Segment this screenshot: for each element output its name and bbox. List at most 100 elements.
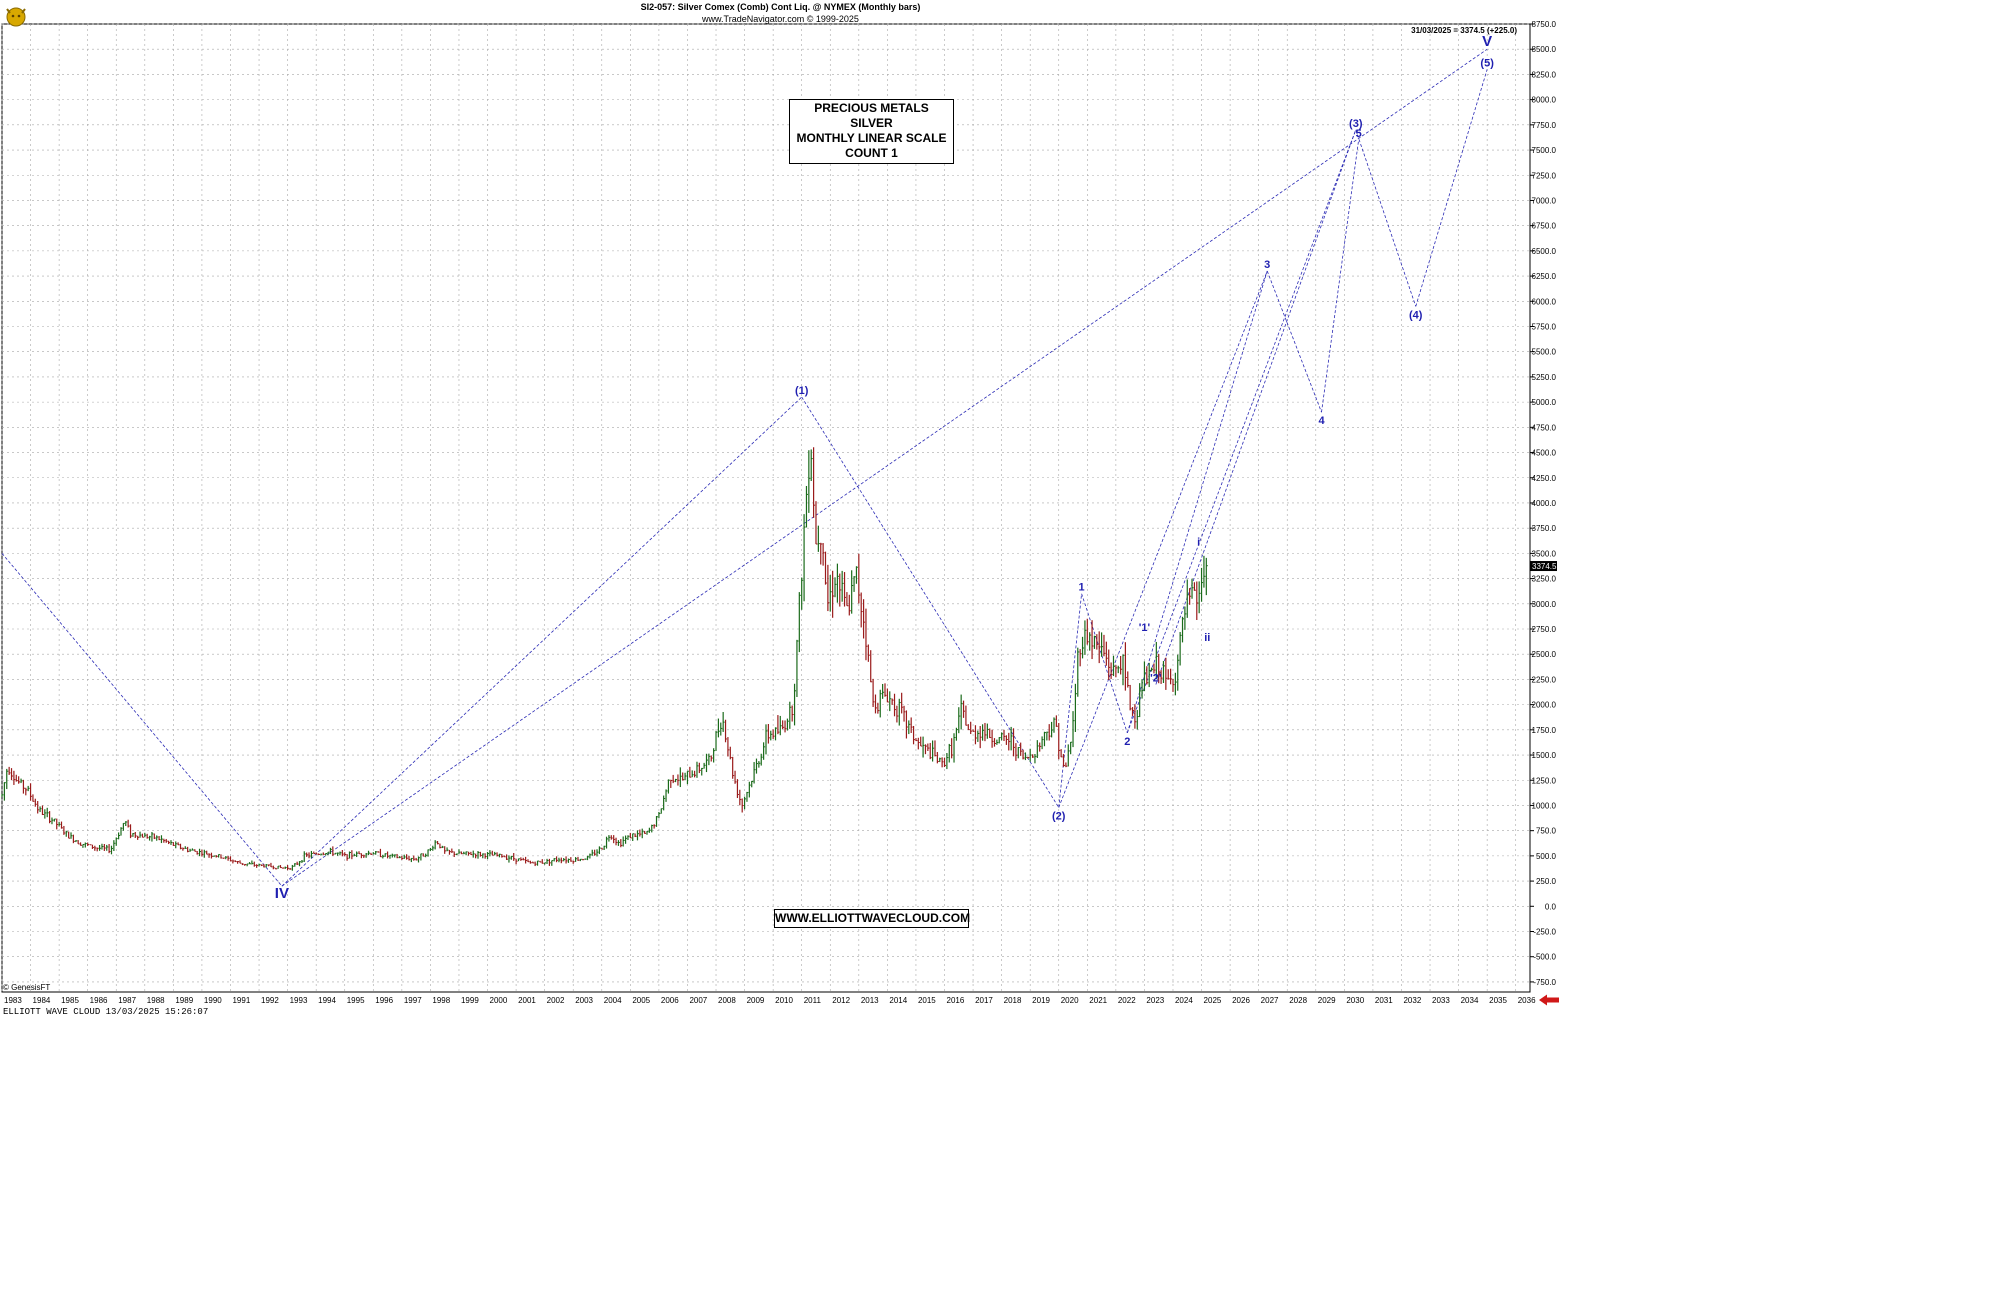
x-tick-label: 2012 [832,996,850,1005]
y-tick-label: -750.0 [1533,978,1556,987]
x-tick-label: 2036 [1518,996,1536,1005]
y-tick-label: 6500.0 [1532,247,1557,256]
x-tick-label: 2027 [1261,996,1279,1005]
wave-label: (3) [1349,118,1363,130]
x-tick-label: 2016 [947,996,965,1005]
last-price-readout: 31/03/2025 = 3374.5 (+225.0) [1411,26,1517,35]
y-tick-label: 2000.0 [1532,701,1557,710]
x-tick-label: 1991 [232,996,250,1005]
y-tick-label: 3500.0 [1532,549,1557,558]
y-tick-label: 5250.0 [1532,373,1557,382]
wave-line [1126,129,1357,734]
y-tick-label: 500.0 [1536,852,1557,861]
x-tick-label: 1994 [318,996,336,1005]
x-tick-label: 1993 [290,996,308,1005]
x-tick-label: 2024 [1175,996,1193,1005]
genesis-watermark: © GenesisFT [3,983,51,992]
x-tick-label: 1987 [118,996,136,1005]
x-tick-label: 2029 [1318,996,1336,1005]
x-tick-label: 2020 [1061,996,1079,1005]
x-tick-label: 2031 [1375,996,1393,1005]
y-tick-label: 1250.0 [1532,776,1557,785]
y-tick-label: 3250.0 [1532,575,1557,584]
x-tick-label: 1988 [147,996,165,1005]
x-tick-label: 1996 [375,996,393,1005]
x-tick-label: 2008 [718,996,736,1005]
x-tick-label: 1986 [90,996,108,1005]
wave-line [1081,593,1128,733]
wave-label: 2 [1124,736,1130,748]
wave-label: (1) [795,385,809,397]
y-tick-label: 5500.0 [1532,348,1557,357]
y-tick-label: 2250.0 [1532,675,1557,684]
wave-label: IV [275,885,289,902]
x-tick-label: 1983 [4,996,22,1005]
wave-label: '1' [1139,622,1151,634]
footer-stamp: ELLIOTT WAVE CLOUD 13/03/2025 15:26:07 [3,1007,209,1017]
x-tick-label: 2011 [804,996,822,1005]
y-tick-label: 250.0 [1536,877,1557,886]
y-tick-label: 5000.0 [1532,398,1557,407]
y-tick-label: 2500.0 [1532,650,1557,659]
wave-line [281,396,802,887]
y-tick-label: -500.0 [1533,953,1556,962]
chart-subtitle: www.TradeNavigator.com © 1999-2025 [702,14,859,24]
wave-line [1058,593,1082,808]
price-tag-label: 3374.5 [1532,562,1557,571]
x-tick-label: 2000 [490,996,508,1005]
x-tick-label: 1999 [461,996,479,1005]
y-tick-label: 1500.0 [1532,751,1557,760]
y-tick-label: 8750.0 [1532,20,1557,29]
x-tick-label: 1984 [33,996,51,1005]
website-box: WWW.ELLIOTTWAVECLOUD.COM [774,909,970,928]
y-tick-label: 1750.0 [1532,726,1557,735]
x-tick-label: 2010 [775,996,793,1005]
x-tick-label: 1995 [347,996,365,1005]
wave-label: V [1482,33,1492,50]
x-tick-label: 2002 [547,996,565,1005]
y-tick-label: 4750.0 [1532,423,1557,432]
x-tick-label: 2021 [1089,996,1107,1005]
y-tick-label: 7250.0 [1532,171,1557,180]
wave-line [1126,270,1268,733]
x-tick-label: 1989 [175,996,193,1005]
x-tick-label: 2003 [575,996,593,1005]
wave-label: i [1197,536,1200,548]
y-tick-label: 750.0 [1536,827,1557,836]
wave-label: (4) [1409,309,1423,321]
y-tick-label: 4000.0 [1532,499,1557,508]
wave-line [801,396,1060,808]
y-tick-label: 4250.0 [1532,474,1557,483]
wave-line [1266,270,1322,413]
x-tick-label: 2007 [689,996,707,1005]
x-tick-label: 2022 [1118,996,1136,1005]
y-tick-label: 6750.0 [1532,222,1557,231]
x-tick-label: 2035 [1489,996,1507,1005]
x-tick-label: 2006 [661,996,679,1005]
grid-lines [1,23,1531,993]
wave-label: 5 [1356,128,1362,140]
gold-bull-logo-icon [6,7,26,27]
y-tick-label: 7000.0 [1532,196,1557,205]
info-line: MONTHLY LINEAR SCALE [796,131,947,145]
price-tag-box [1530,561,1557,572]
wave-label: (5) [1480,57,1494,69]
scroll-left-arrow-icon[interactable] [1538,994,1560,1006]
wave-line [1155,129,1357,685]
info-line: PRECIOUS METALS [814,101,929,115]
wave-lines [1,48,1488,887]
wave-line [281,48,1488,887]
y-tick-label: 8000.0 [1532,96,1557,105]
x-tick-label: 2025 [1204,996,1222,1005]
wave-label: 1 [1079,582,1085,594]
x-tick-label: 2013 [861,996,879,1005]
x-tick-label: 2004 [604,996,622,1005]
info-box: PRECIOUS METALS SILVER MONTHLY LINEAR SC… [789,99,954,164]
x-tick-label: 1990 [204,996,222,1005]
info-line: COUNT 1 [845,146,898,160]
y-tick-label: 6250.0 [1532,272,1557,281]
info-line: SILVER [850,116,893,130]
x-tick-label: 2015 [918,996,936,1005]
y-tick-label: 2750.0 [1532,625,1557,634]
